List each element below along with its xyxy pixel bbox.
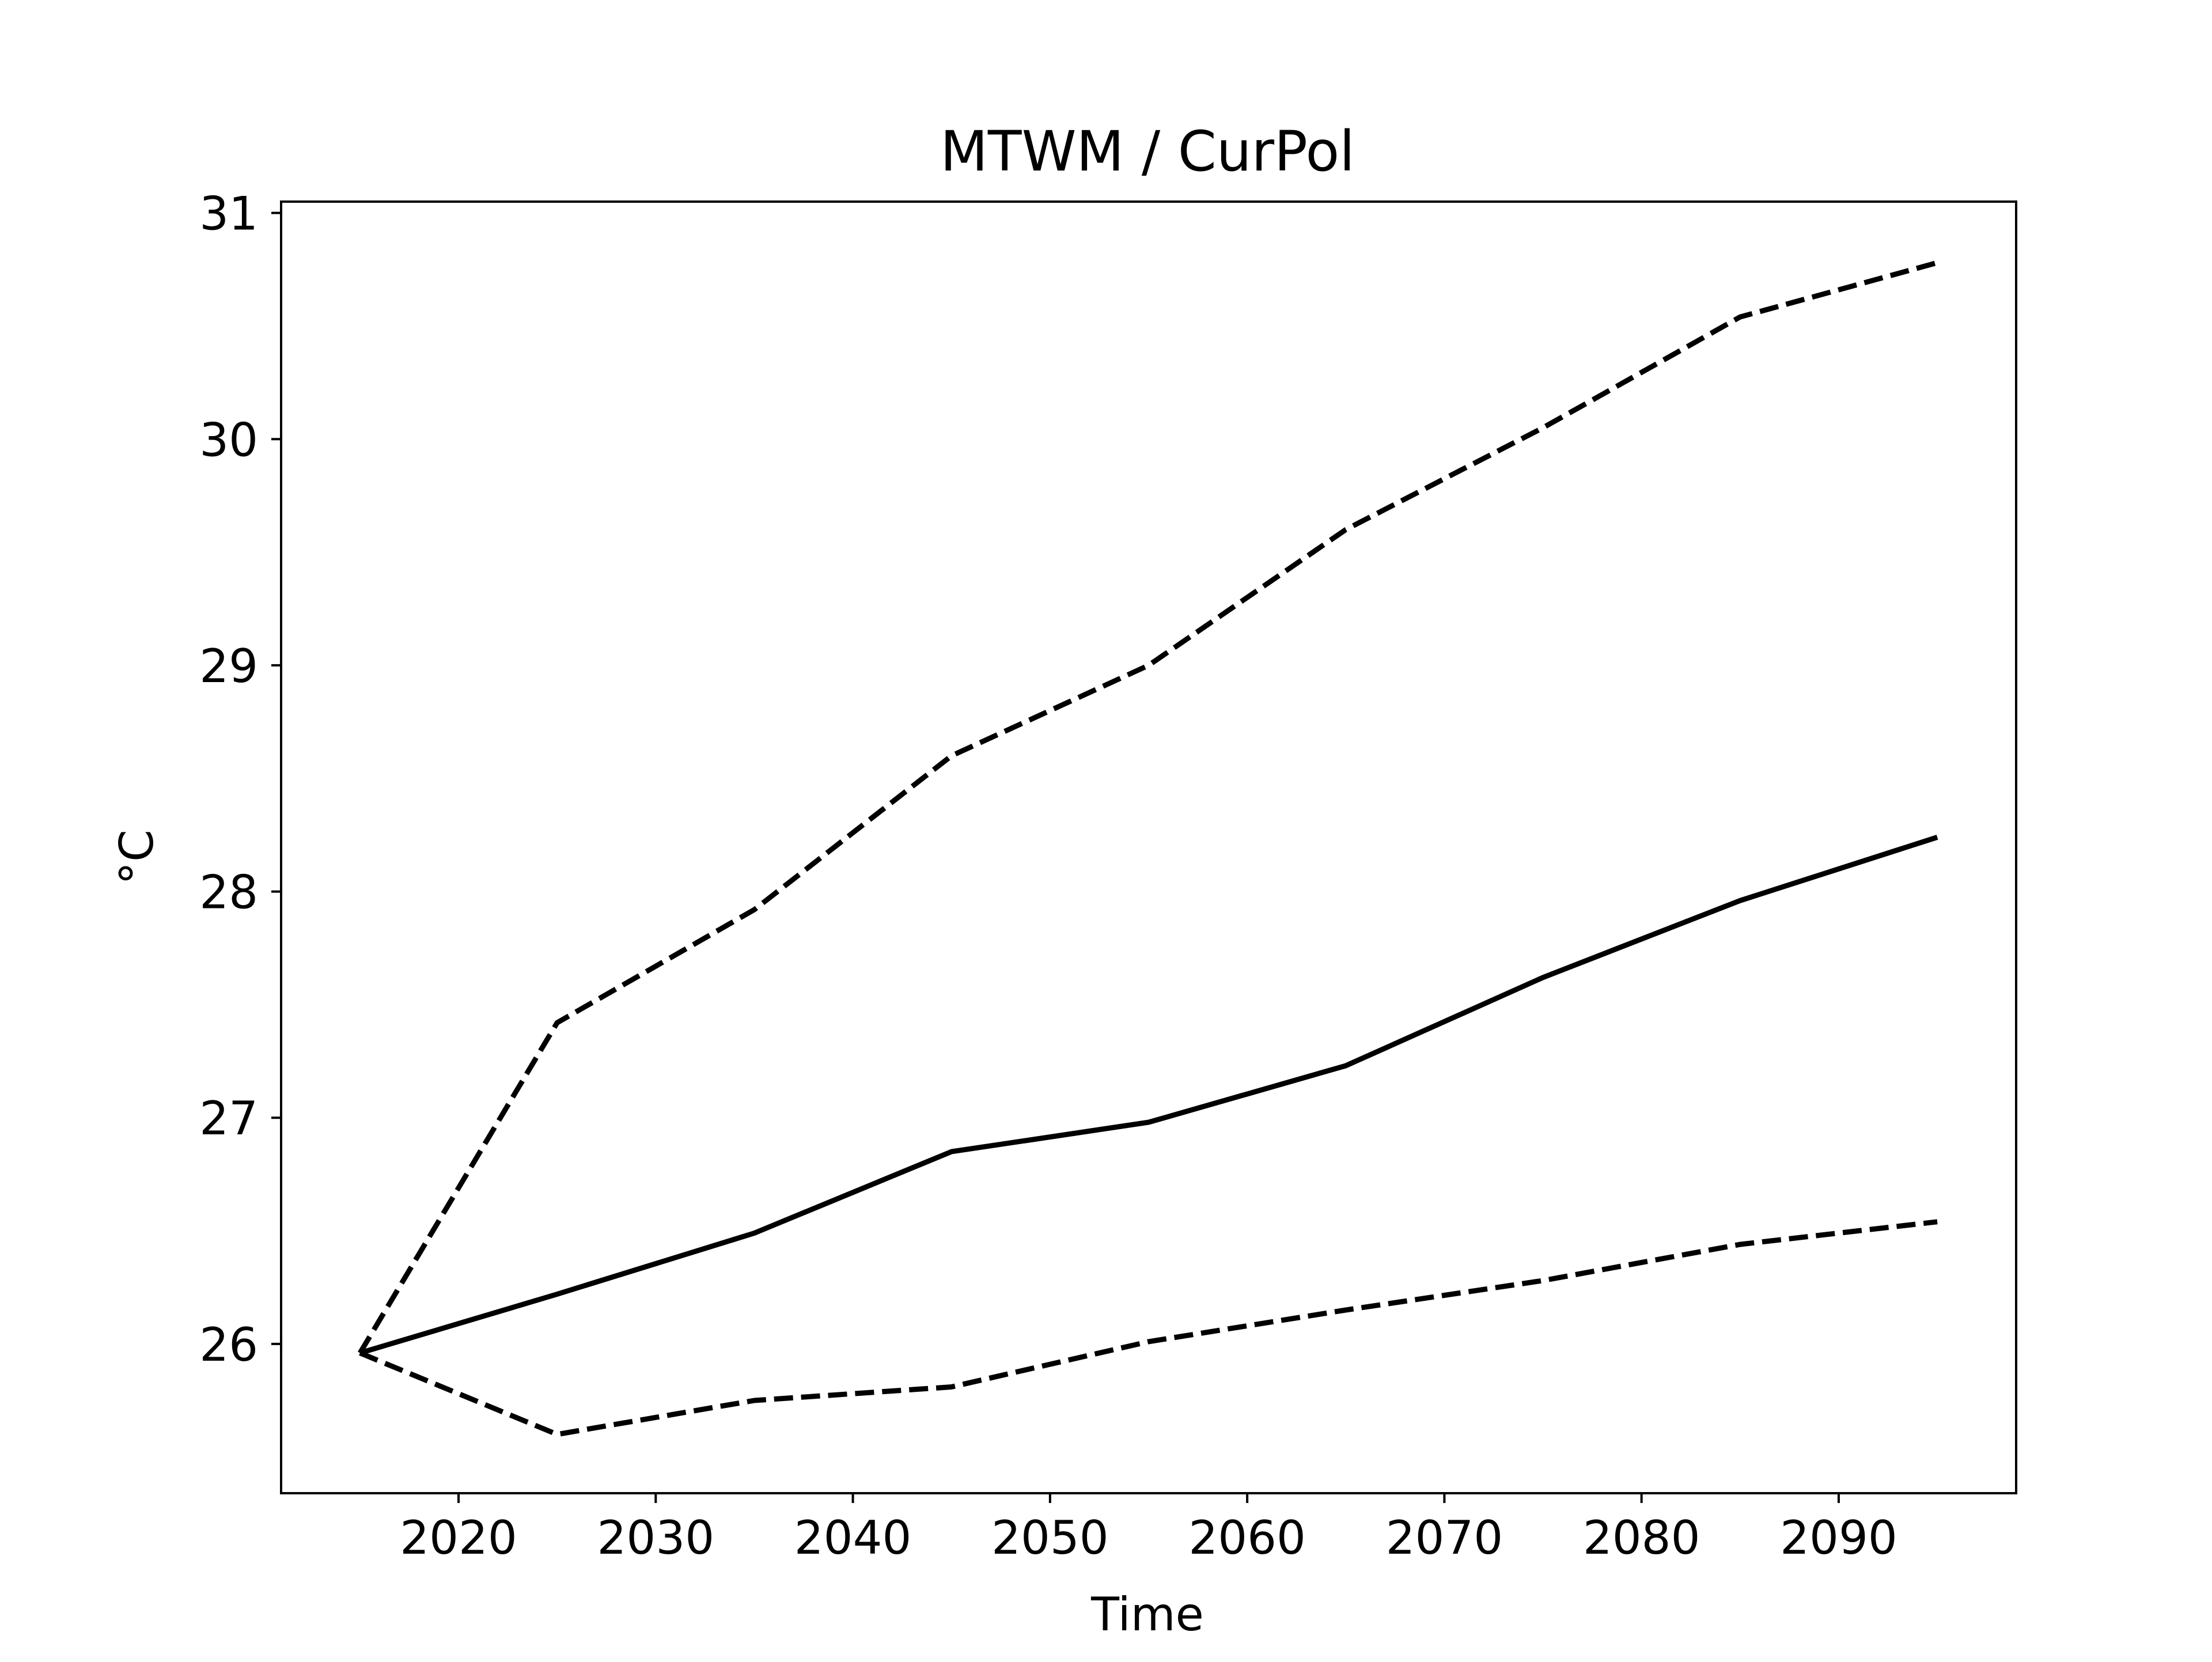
series-line-3: [359, 1219, 1938, 1437]
x-tick-label: 2020: [400, 1511, 517, 1565]
x-tick-label: 2030: [597, 1511, 715, 1565]
y-tick-label: 28: [199, 866, 258, 919]
series-layer: [358, 260, 1938, 1437]
x-axis-title: Time: [1090, 1588, 1204, 1641]
plot-area: [280, 200, 2017, 1494]
series-line-2: [358, 260, 1938, 1354]
y-tick-label: 31: [199, 187, 258, 241]
plot-frame: [280, 200, 2017, 1494]
y-tick-label: 26: [199, 1318, 258, 1372]
series-line-1: [359, 835, 1938, 1356]
x-tick-label: 2090: [1780, 1511, 1897, 1565]
x-tick-label: 2060: [1188, 1511, 1306, 1565]
y-axis: 26 27 28 29 30 31: [199, 187, 281, 1372]
x-axis: 2020 2030 2040 2050 2060 2070 2080 2090: [400, 1493, 1897, 1565]
x-tick-label: 2070: [1386, 1511, 1503, 1565]
x-tick-label: 2040: [794, 1511, 912, 1565]
y-tick-label: 29: [199, 639, 258, 693]
y-tick-label: 30: [199, 413, 258, 467]
chart-title: MTWM / CurPol: [940, 119, 1355, 184]
y-tick-label: 27: [199, 1092, 258, 1145]
y-axis-title: °C: [110, 830, 164, 885]
x-tick-label: 2080: [1583, 1511, 1700, 1565]
x-tick-label: 2050: [991, 1511, 1109, 1565]
